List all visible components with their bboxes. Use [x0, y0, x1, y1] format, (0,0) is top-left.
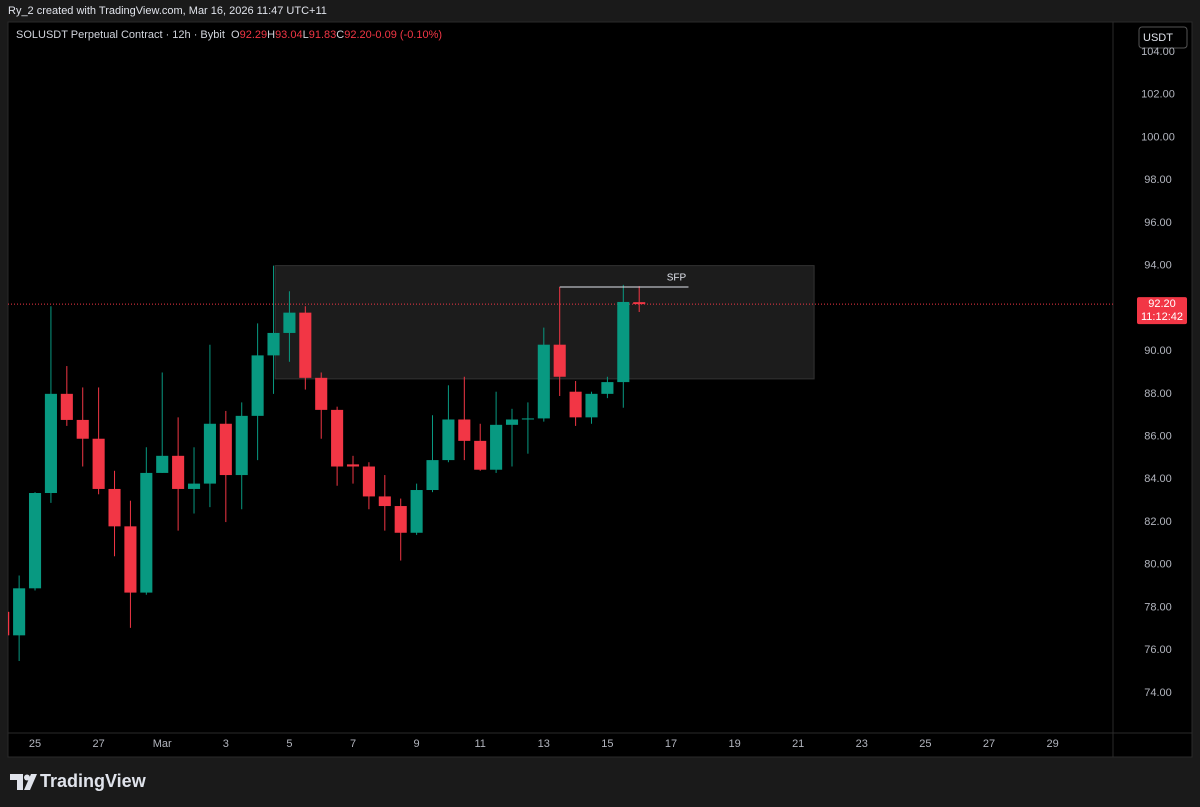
price-tag-value: 92.20	[1148, 298, 1176, 310]
x-tick-label: 13	[538, 738, 550, 750]
y-tick-label: 96.00	[1144, 217, 1172, 229]
x-tick-label: 21	[792, 738, 804, 750]
brand-logo	[10, 774, 37, 790]
ohlc-value: 92.29	[239, 29, 268, 41]
candle-body	[44, 393, 57, 494]
plot: SFP	[8, 265, 1113, 661]
x-tick-label: 27	[93, 738, 105, 750]
ohlc-key: C	[336, 29, 345, 41]
candle-body	[346, 464, 360, 467]
candle-body	[172, 455, 185, 489]
x-tick-label: 17	[665, 738, 677, 750]
candle-body	[633, 302, 646, 305]
candle-body	[617, 301, 630, 383]
y-tick-label: 98.00	[1144, 174, 1172, 186]
y-tick-label: 74.00	[1144, 687, 1172, 699]
y-tick-label: 90.00	[1144, 345, 1172, 357]
price-tag	[1137, 297, 1187, 325]
y-tick-label: 102.00	[1141, 89, 1175, 101]
ohlc-key: O	[231, 29, 240, 41]
candle-body	[8, 611, 10, 636]
x-tick-label: 19	[728, 738, 740, 750]
y-tick-label: 88.00	[1144, 388, 1172, 400]
candle-body	[378, 496, 391, 507]
y-tick-label: 100.00	[1141, 131, 1175, 143]
candle-body	[187, 483, 201, 489]
candle-body	[299, 312, 312, 378]
candle-body	[235, 415, 248, 476]
candle-body	[601, 382, 614, 394]
legend: SOLUSDT Perpetual Contract · 12h · Bybit…	[16, 29, 442, 41]
candle-body	[537, 344, 550, 419]
y-tick-label: 76.00	[1144, 644, 1172, 656]
y-tick-label: 86.00	[1144, 430, 1172, 442]
candle-body	[362, 466, 375, 497]
x-tick-label: Mar	[153, 738, 172, 750]
candle-body	[410, 490, 423, 533]
candle-body	[490, 424, 503, 470]
header-bar	[0, 0, 1200, 22]
candle-body	[283, 312, 296, 333]
candle-body	[331, 409, 344, 467]
candle-body	[140, 472, 153, 593]
candle-body	[219, 423, 232, 476]
candle-body	[474, 440, 487, 470]
x-tick-label: 11	[474, 738, 485, 750]
candle-body	[553, 344, 566, 377]
currency-button[interactable]	[1138, 26, 1188, 49]
y-tick-label: 80.00	[1144, 559, 1172, 571]
candle-body	[315, 377, 328, 410]
candle-body	[28, 493, 42, 589]
candle-body	[267, 332, 280, 356]
ohlc: O92.29H93.04L91.83C92.20	[231, 29, 372, 41]
candle-body	[92, 438, 105, 489]
ohlc-key: H	[267, 29, 276, 41]
symbol-title: SOLUSDT Perpetual Contract · 12h · Bybit	[16, 29, 225, 41]
annotation-text: SFP	[667, 273, 687, 284]
candle-body	[505, 419, 519, 425]
ohlc-value: 91.83	[308, 29, 337, 41]
x-tick-label: 3	[223, 738, 229, 750]
candle-body	[60, 393, 73, 420]
candle-body	[585, 393, 598, 418]
x-tick-label: 25	[919, 738, 931, 750]
x-tick-label: 27	[983, 738, 995, 750]
y-tick-label: 84.00	[1144, 473, 1172, 485]
candle-body	[569, 391, 582, 418]
x-tick-label: 7	[350, 738, 356, 750]
candle-body	[426, 460, 439, 491]
ohlc-key: L	[302, 29, 309, 41]
x-tick-label: 25	[29, 738, 41, 750]
y-tick-label: 82.00	[1144, 516, 1172, 528]
chart-panel	[7, 21, 1193, 758]
ohlc-value: 93.04	[275, 29, 303, 41]
candle-body	[521, 418, 534, 420]
currency[interactable]: USDT	[1143, 32, 1173, 44]
y-tick-label: 94.00	[1144, 260, 1172, 272]
candle-body	[156, 455, 169, 473]
candle-body	[76, 419, 89, 439]
candle-body	[251, 355, 264, 416]
x-tick-label: 29	[1046, 738, 1058, 750]
y-tick-label: 78.00	[1144, 601, 1172, 613]
change: -0.09 (-0.10%)	[371, 29, 443, 41]
x-tick-label: 23	[856, 738, 868, 750]
candle-body	[458, 419, 471, 441]
ohlc-value: 92.20	[344, 29, 372, 41]
candle-body	[394, 506, 407, 533]
candle-body	[442, 419, 455, 461]
credit: Ry_2 created with TradingView.com, Mar 1…	[8, 5, 327, 17]
x-tick-label: 9	[414, 738, 420, 750]
x-tick-label: 5	[286, 738, 292, 750]
brand: TradingView	[40, 771, 147, 791]
countdown: 11:12:42	[1141, 311, 1183, 323]
candle-body	[108, 488, 121, 527]
x-tick-label: 15	[601, 738, 613, 750]
candle-body	[124, 526, 137, 593]
y-tick-label: 104.00	[1141, 46, 1175, 58]
candle-body	[13, 588, 26, 636]
candle-body	[203, 423, 216, 484]
